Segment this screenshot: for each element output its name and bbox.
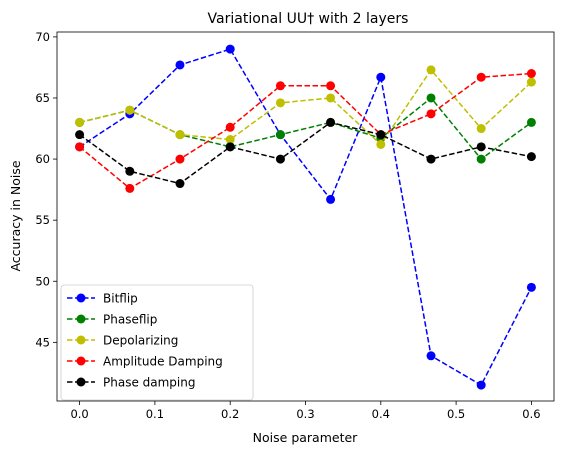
data-point-depolarizing xyxy=(275,98,285,108)
data-point-phase-damping xyxy=(275,154,285,164)
series-line-phase-damping xyxy=(79,121,532,185)
data-point-amplitude-damping xyxy=(275,81,285,91)
data-point-phase-damping xyxy=(75,130,85,140)
data-point-bitflip xyxy=(326,194,336,204)
y-axis-label: Accuracy in Noise xyxy=(8,160,23,271)
data-point-depolarizing xyxy=(426,65,436,75)
series-line-bitflip xyxy=(79,48,533,387)
data-point-depolarizing xyxy=(225,135,235,145)
legend-item-phase-damping: Phase damping xyxy=(67,376,195,390)
legend-item-amplitude-damping: Amplitude Damping xyxy=(67,355,223,369)
y-tick-label: 70 xyxy=(35,30,50,44)
x-tick-label: 0.5 xyxy=(447,407,465,421)
x-tick-label: 0.1 xyxy=(146,407,164,421)
x-axis-ticks: 0.0 0.1 0.2 0.3 0.4 0.5 0.6 xyxy=(70,401,541,421)
data-point-phase-damping xyxy=(376,130,386,140)
data-point-phase-damping xyxy=(426,154,436,164)
chart-title: Variational UU† with 2 layers xyxy=(208,11,409,27)
data-point-amplitude-damping xyxy=(175,154,185,164)
data-point-bitflip xyxy=(476,380,486,390)
legend-label-phaseflip: Phaseflip xyxy=(103,313,157,327)
data-point-phaseflip xyxy=(526,117,536,127)
y-tick-label: 55 xyxy=(35,213,50,227)
legend-marker-amplitude-damping xyxy=(76,356,86,366)
data-point-depolarizing xyxy=(175,130,185,140)
data-point-depolarizing xyxy=(376,139,386,149)
y-tick-label: 60 xyxy=(35,152,50,166)
data-point-amplitude-damping xyxy=(225,122,235,132)
y-tick-label: 65 xyxy=(35,91,50,105)
legend-label-amplitude-damping: Amplitude Damping xyxy=(103,355,223,369)
data-point-phase-damping xyxy=(125,166,135,176)
data-point-phaseflip xyxy=(426,93,436,103)
data-point-amplitude-damping xyxy=(326,81,336,91)
legend-item-depolarizing: Depolarizing xyxy=(67,334,178,348)
legend-item-bitflip: Bitflip xyxy=(67,292,138,306)
series-line-phaseflip xyxy=(79,96,532,161)
data-point-amplitude-damping xyxy=(426,109,436,119)
data-point-phase-damping xyxy=(526,152,536,162)
legend: Bitflip Phaseflip Depolarizing Amplitude Da… xyxy=(60,284,254,401)
data-point-phase-damping xyxy=(225,142,235,152)
data-point-depolarizing xyxy=(526,77,536,87)
data-point-phaseflip xyxy=(275,130,285,140)
data-point-phase-damping xyxy=(326,117,336,127)
x-tick-label: 0.6 xyxy=(522,407,540,421)
data-point-bitflip xyxy=(526,282,536,292)
x-tick-label: 0.3 xyxy=(296,407,314,421)
series-amplitude-damping xyxy=(75,69,536,193)
y-tick-label: 45 xyxy=(35,335,50,349)
data-point-bitflip xyxy=(426,351,436,361)
data-point-amplitude-damping xyxy=(75,142,85,152)
series-line-depolarizing xyxy=(79,68,532,146)
x-tick-label: 0.2 xyxy=(221,407,239,421)
legend-item-phaseflip: Phaseflip xyxy=(67,313,157,327)
data-point-depolarizing xyxy=(326,93,336,103)
data-point-depolarizing xyxy=(476,124,486,134)
y-tick-label: 50 xyxy=(35,274,50,288)
x-axis-label: Noise parameter xyxy=(253,430,358,445)
legend-box xyxy=(60,284,254,401)
x-tick-label: 0.4 xyxy=(372,407,390,421)
legend-marker-bitflip xyxy=(76,293,86,303)
series-depolarizing xyxy=(75,65,536,149)
series-layer xyxy=(75,44,536,390)
legend-marker-phaseflip xyxy=(76,314,86,324)
series-phase-damping xyxy=(75,117,536,189)
data-point-bitflip xyxy=(225,44,235,54)
data-point-depolarizing xyxy=(75,117,85,127)
y-axis-ticks: 45 50 55 60 65 70 xyxy=(35,30,57,349)
data-point-phaseflip xyxy=(476,154,486,164)
legend-marker-depolarizing xyxy=(76,335,86,345)
data-point-bitflip xyxy=(175,60,185,70)
series-line-amplitude-damping xyxy=(79,72,532,190)
data-point-bitflip xyxy=(376,72,386,82)
data-point-phase-damping xyxy=(476,142,486,152)
legend-marker-phase-damping xyxy=(76,377,86,387)
legend-label-phase-damping: Phase damping xyxy=(103,376,195,390)
legend-label-bitflip: Bitflip xyxy=(103,292,138,306)
data-point-amplitude-damping xyxy=(476,72,486,82)
data-point-amplitude-damping xyxy=(125,183,135,193)
data-point-depolarizing xyxy=(125,105,135,115)
legend-label-depolarizing: Depolarizing xyxy=(103,334,178,348)
data-point-phase-damping xyxy=(175,179,185,189)
x-tick-label: 0.0 xyxy=(70,407,88,421)
data-point-amplitude-damping xyxy=(526,69,536,79)
